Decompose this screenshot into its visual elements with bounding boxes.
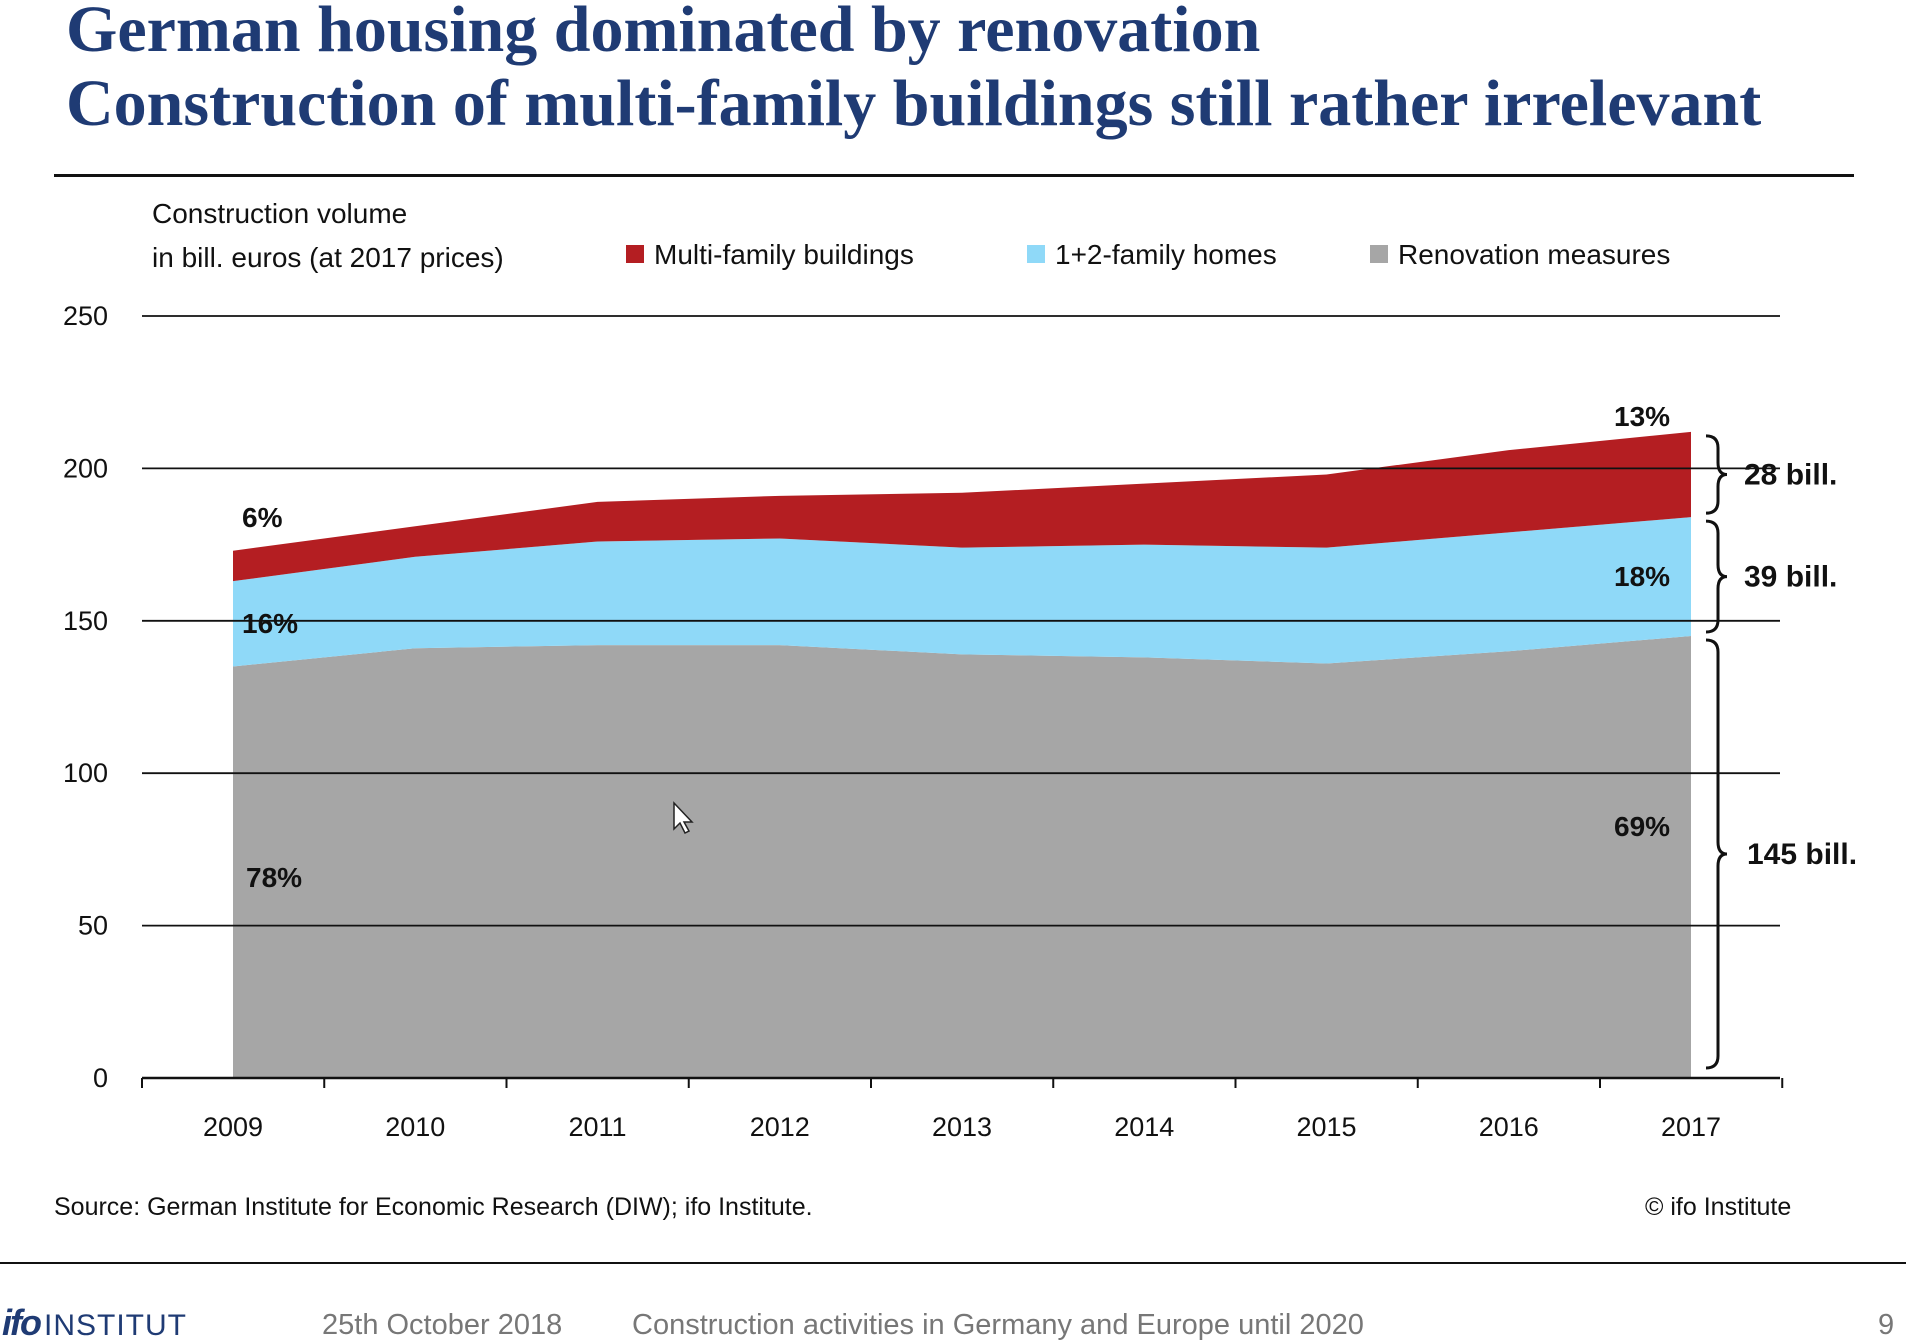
slide-subtitle: Construction of multi-family buildings s… <box>66 67 1762 140</box>
x-tick-label: 2014 <box>1114 1112 1174 1142</box>
share-label-2017-renovation: 69% <box>1614 811 1670 842</box>
page-number: 9 <box>1878 1309 1895 1341</box>
brace-homes <box>1705 519 1728 634</box>
brace-multi-family <box>1705 434 1728 515</box>
ifo-logo-text: INSTITUT <box>43 1309 187 1342</box>
share-label-2009-renovation: 78% <box>246 862 302 893</box>
share-label-2017-homes: 18% <box>1614 561 1670 592</box>
stacked-area-chart: 0 50 100 150 200 250 2009 2010 2011 2012 2013 2014 2… <box>63 198 1857 1142</box>
x-tick-label: 2013 <box>932 1112 992 1142</box>
y-tick-label: 150 <box>63 606 108 636</box>
bracket-label-homes: 39 bill. <box>1744 561 1837 594</box>
source-note: Source: German Institute for Economic Re… <box>54 1193 813 1221</box>
x-tick-label: 2016 <box>1479 1112 1539 1142</box>
brace-renovation <box>1705 638 1728 1070</box>
area-multi-family-buildings <box>233 431 1691 582</box>
area-1-2-family-homes <box>233 517 1691 667</box>
share-label-2009-homes: 16% <box>242 608 298 639</box>
y-tick-label: 0 <box>93 1063 108 1093</box>
x-tick-label: 2010 <box>385 1112 445 1142</box>
y-axis-caption: in bill. euros (at 2017 prices) <box>152 242 504 273</box>
footer-topic: Construction activities in Germany and E… <box>632 1309 1364 1341</box>
footer-date: 25th October 2018 <box>322 1309 563 1341</box>
slide-title: German housing dominated by renovation <box>66 0 1261 66</box>
legend-label: Multi-family buildings <box>654 239 914 270</box>
share-label-2017-multi-family: 13% <box>1614 401 1670 432</box>
copyright-note: © ifo Institute <box>1645 1193 1792 1221</box>
ifo-logo-mark: ifo <box>2 1302 42 1343</box>
ifo-logo: ifo INSTITUT <box>2 1302 187 1344</box>
x-tick-label: 2009 <box>203 1112 263 1142</box>
y-tick-label: 200 <box>63 453 108 483</box>
x-tick-label: 2015 <box>1296 1112 1356 1142</box>
x-tick-label: 2011 <box>568 1112 626 1142</box>
legend-swatch <box>1370 245 1388 263</box>
share-label-2009-multi-family: 6% <box>242 502 283 533</box>
x-tick-label: 2017 <box>1661 1112 1721 1142</box>
title-divider <box>54 174 1854 177</box>
mouse-cursor-icon <box>673 801 694 835</box>
legend-label: 1+2-family homes <box>1055 239 1277 270</box>
bracket-label-renovation: 145 bill. <box>1747 838 1857 871</box>
bracket-label-multi-family: 28 bill. <box>1744 458 1837 491</box>
x-tick-label: 2012 <box>750 1112 810 1142</box>
footer-divider <box>0 1262 1906 1264</box>
legend-swatch <box>1027 245 1045 263</box>
legend-label: Renovation measures <box>1398 239 1670 270</box>
y-tick-label: 50 <box>78 911 108 941</box>
area-renovation-measures <box>233 636 1691 1078</box>
y-tick-label: 250 <box>63 301 108 331</box>
legend-swatch <box>626 245 644 263</box>
y-axis-caption: Construction volume <box>152 198 407 229</box>
y-tick-label: 100 <box>63 758 108 788</box>
